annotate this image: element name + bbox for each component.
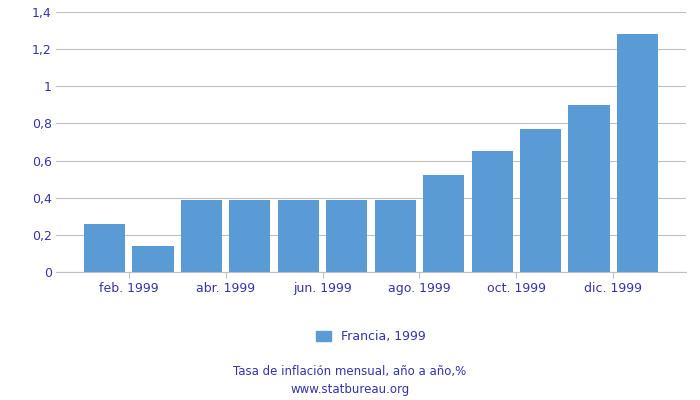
Bar	[326, 200, 368, 272]
Text: www.statbureau.org: www.statbureau.org	[290, 384, 410, 396]
Bar	[520, 129, 561, 272]
Bar	[132, 246, 174, 272]
Bar	[423, 176, 464, 272]
Bar	[374, 200, 416, 272]
Bar	[472, 151, 512, 272]
Bar	[617, 34, 658, 272]
Bar	[84, 224, 125, 272]
Bar	[278, 200, 319, 272]
Text: Tasa de inflación mensual, año a año,%: Tasa de inflación mensual, año a año,%	[233, 366, 467, 378]
Bar	[568, 105, 610, 272]
Bar	[181, 200, 222, 272]
Bar	[230, 200, 270, 272]
Legend: Francia, 1999: Francia, 1999	[311, 325, 431, 348]
